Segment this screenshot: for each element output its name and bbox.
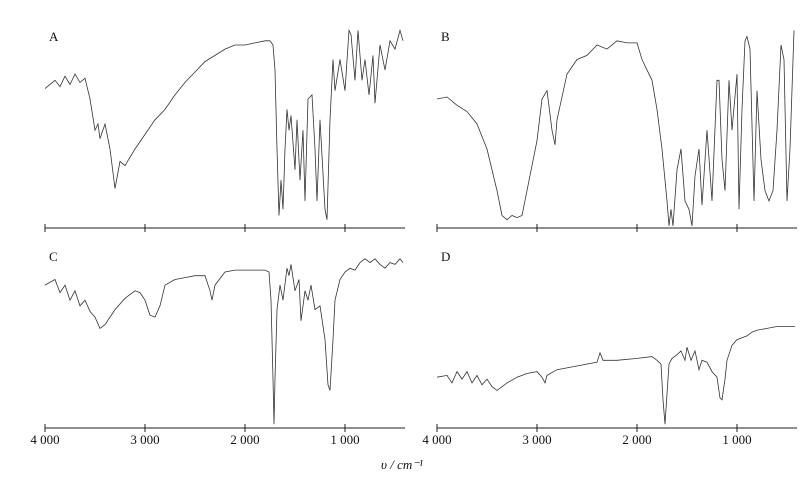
x-tick-label: 1 000 [722, 432, 751, 447]
x-tick-label: 4 000 [30, 432, 59, 447]
spectrum-line [44, 28, 404, 220]
x-tick-label: 4 000 [422, 432, 451, 447]
panel-label: C [49, 249, 58, 264]
spectrum-line [436, 326, 795, 425]
x-tick-label: 1 000 [330, 432, 359, 447]
x-axis-label: υ / cm⁻¹ [381, 457, 423, 472]
x-tick-label: 2 000 [622, 432, 651, 447]
x-tick-label: 3 000 [522, 432, 551, 447]
x-tick-label: 2 000 [230, 432, 259, 447]
panel-label: D [441, 249, 450, 264]
panel-label: A [49, 29, 59, 44]
spectrum-line [436, 30, 795, 226]
spectrum-line [44, 258, 404, 425]
x-tick-label: 3 000 [130, 432, 159, 447]
panel-label: B [441, 29, 450, 44]
